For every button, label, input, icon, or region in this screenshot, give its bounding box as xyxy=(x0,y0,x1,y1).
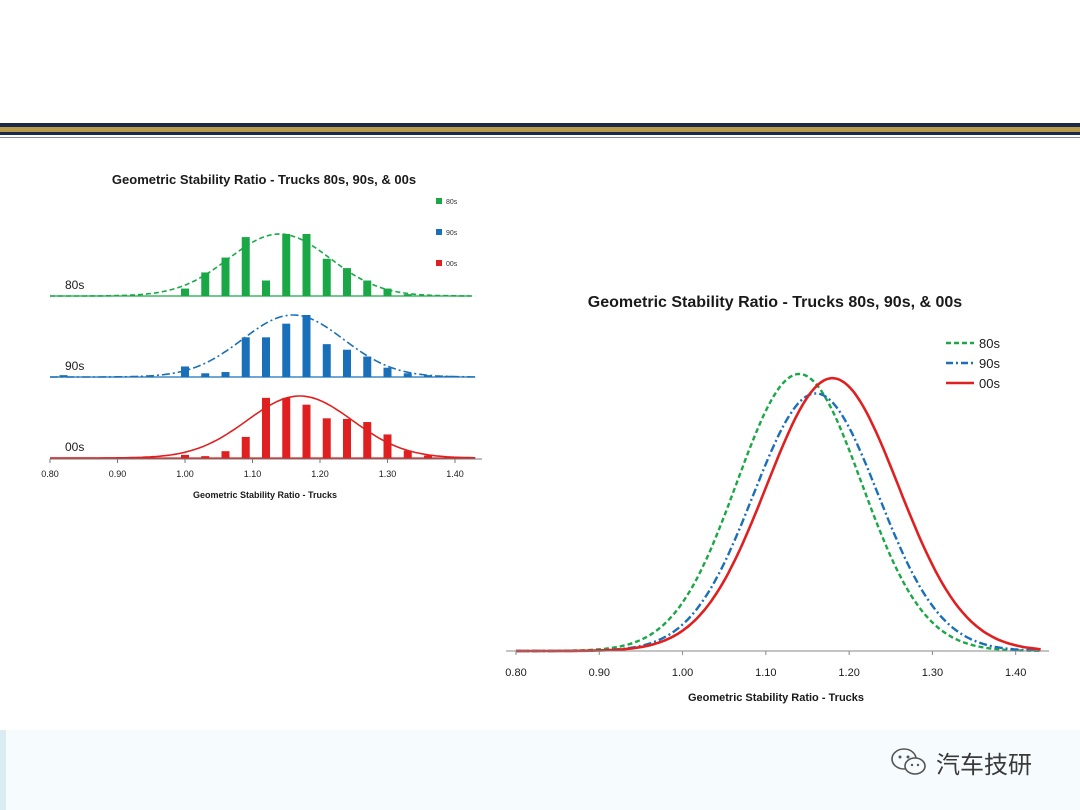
fit-curve xyxy=(50,233,476,297)
legend-label: 90s xyxy=(979,356,1000,371)
distribution-x-axis-label: Geometric Stability Ratio - Trucks xyxy=(688,692,864,704)
tick-label: 1.20 xyxy=(311,469,329,479)
panel-label: 90s xyxy=(65,359,84,373)
histogram-bar xyxy=(322,344,331,377)
tick-label: 0.90 xyxy=(589,667,610,679)
tick-label: 1.10 xyxy=(755,667,776,679)
histogram-bar xyxy=(262,337,270,377)
histogram-bar xyxy=(181,366,189,377)
tick-label: 1.40 xyxy=(1005,667,1026,679)
histogram-x-axis: 0.80 0.90 1.00 1.10 1.20 1.30 1.40 xyxy=(41,458,482,479)
histogram-bar xyxy=(302,234,311,296)
histogram-bar xyxy=(221,257,230,296)
histogram-bar xyxy=(262,280,270,296)
histogram-bar xyxy=(241,337,250,377)
curve-80s xyxy=(516,372,1041,653)
distribution-curves xyxy=(516,372,1041,653)
curve-00s xyxy=(516,376,1041,653)
legend-swatch xyxy=(436,229,442,235)
histogram-bar xyxy=(322,418,331,458)
panel-label: 80s xyxy=(65,278,84,292)
histogram-bar xyxy=(241,237,250,296)
tick-label: 1.40 xyxy=(446,469,464,479)
histogram-bar xyxy=(221,451,230,458)
tick-label: 1.30 xyxy=(379,469,397,479)
histogram-bar xyxy=(424,455,432,458)
histogram-chart: Geometric Stability Ratio - Trucks 80s, … xyxy=(41,172,482,500)
histogram-bar xyxy=(424,375,432,377)
histogram-bar xyxy=(282,323,291,377)
histogram-panels: 80s 90s 00s xyxy=(50,233,476,459)
tick-label: 1.00 xyxy=(672,667,693,679)
tick-label: 0.80 xyxy=(505,667,526,679)
fit-curve xyxy=(50,395,476,459)
histogram-chart-title: Geometric Stability Ratio - Trucks 80s, … xyxy=(112,172,416,187)
histogram-bar xyxy=(363,356,372,377)
header-band-rule xyxy=(0,137,1080,138)
distribution-x-axis: 0.80 0.90 1.00 1.10 1.20 1.30 1.40 xyxy=(505,650,1049,679)
legend-label: 80s xyxy=(446,199,458,206)
tick-label: 1.10 xyxy=(244,469,262,479)
legend-swatch xyxy=(436,260,442,266)
histogram-bar xyxy=(383,288,392,296)
histogram-bar xyxy=(403,450,412,458)
legend-swatch xyxy=(436,198,442,204)
wechat-icon xyxy=(891,748,926,775)
histogram-bar xyxy=(343,349,351,377)
histogram-bar xyxy=(302,404,311,458)
distribution-chart: Geometric Stability Ratio - Trucks 80s, … xyxy=(505,294,1049,704)
footer-band-edge xyxy=(0,730,6,810)
histogram-bar xyxy=(322,258,331,296)
histogram-bar xyxy=(363,280,372,296)
watermark: 汽车技研 xyxy=(890,742,1060,782)
histogram-bar xyxy=(181,288,189,296)
header-band-navy xyxy=(0,123,1080,127)
histogram-bar xyxy=(444,457,453,458)
watermark-text: 汽车技研 xyxy=(936,750,1032,779)
fit-curve xyxy=(50,314,476,378)
distribution-legend: 80s 90s 00s xyxy=(946,336,1000,391)
histogram-bar xyxy=(282,397,291,458)
histogram-panel-90s: 90s xyxy=(50,314,476,378)
legend-label: 00s xyxy=(979,376,1000,391)
histogram-bar xyxy=(201,272,210,296)
histogram-bar xyxy=(343,268,351,296)
legend-label: 00s xyxy=(446,261,458,268)
histogram-panel-80s: 80s xyxy=(50,233,476,297)
histogram-x-axis-label: Geometric Stability Ratio - Trucks xyxy=(193,490,337,500)
legend-label: 80s xyxy=(979,336,1000,351)
histogram-bar xyxy=(343,418,351,458)
histogram-bar xyxy=(201,456,210,458)
histogram-bar xyxy=(59,375,68,377)
tick-label: 1.30 xyxy=(922,667,943,679)
histogram-bar xyxy=(383,367,392,377)
histogram-bar xyxy=(302,315,311,377)
histogram-bar xyxy=(363,422,372,458)
histogram-panel-00s: 00s xyxy=(50,395,476,459)
distribution-chart-title: Geometric Stability Ratio - Trucks 80s, … xyxy=(588,294,962,311)
tick-label: 0.90 xyxy=(109,469,127,479)
histogram-bar xyxy=(221,372,230,377)
histogram-bar xyxy=(262,397,270,458)
histogram-legend: 80s 90s 00s xyxy=(436,198,458,268)
tick-label: 0.80 xyxy=(41,469,59,479)
histogram-bar xyxy=(444,375,453,377)
legend-label: 90s xyxy=(446,230,458,237)
panel-label: 00s xyxy=(65,440,84,454)
histogram-bar xyxy=(201,373,210,377)
histogram-bar xyxy=(282,234,291,296)
footer-band xyxy=(0,730,1080,810)
histogram-bar xyxy=(403,294,412,296)
histogram-bar xyxy=(181,454,189,458)
header-band-gold xyxy=(0,127,1080,132)
tick-label: 1.00 xyxy=(176,469,194,479)
histogram-bar xyxy=(383,434,392,458)
histogram-bar xyxy=(403,373,412,377)
header-band-navy-lower xyxy=(0,132,1080,135)
tick-label: 1.20 xyxy=(838,667,859,679)
histogram-bar xyxy=(241,436,250,458)
